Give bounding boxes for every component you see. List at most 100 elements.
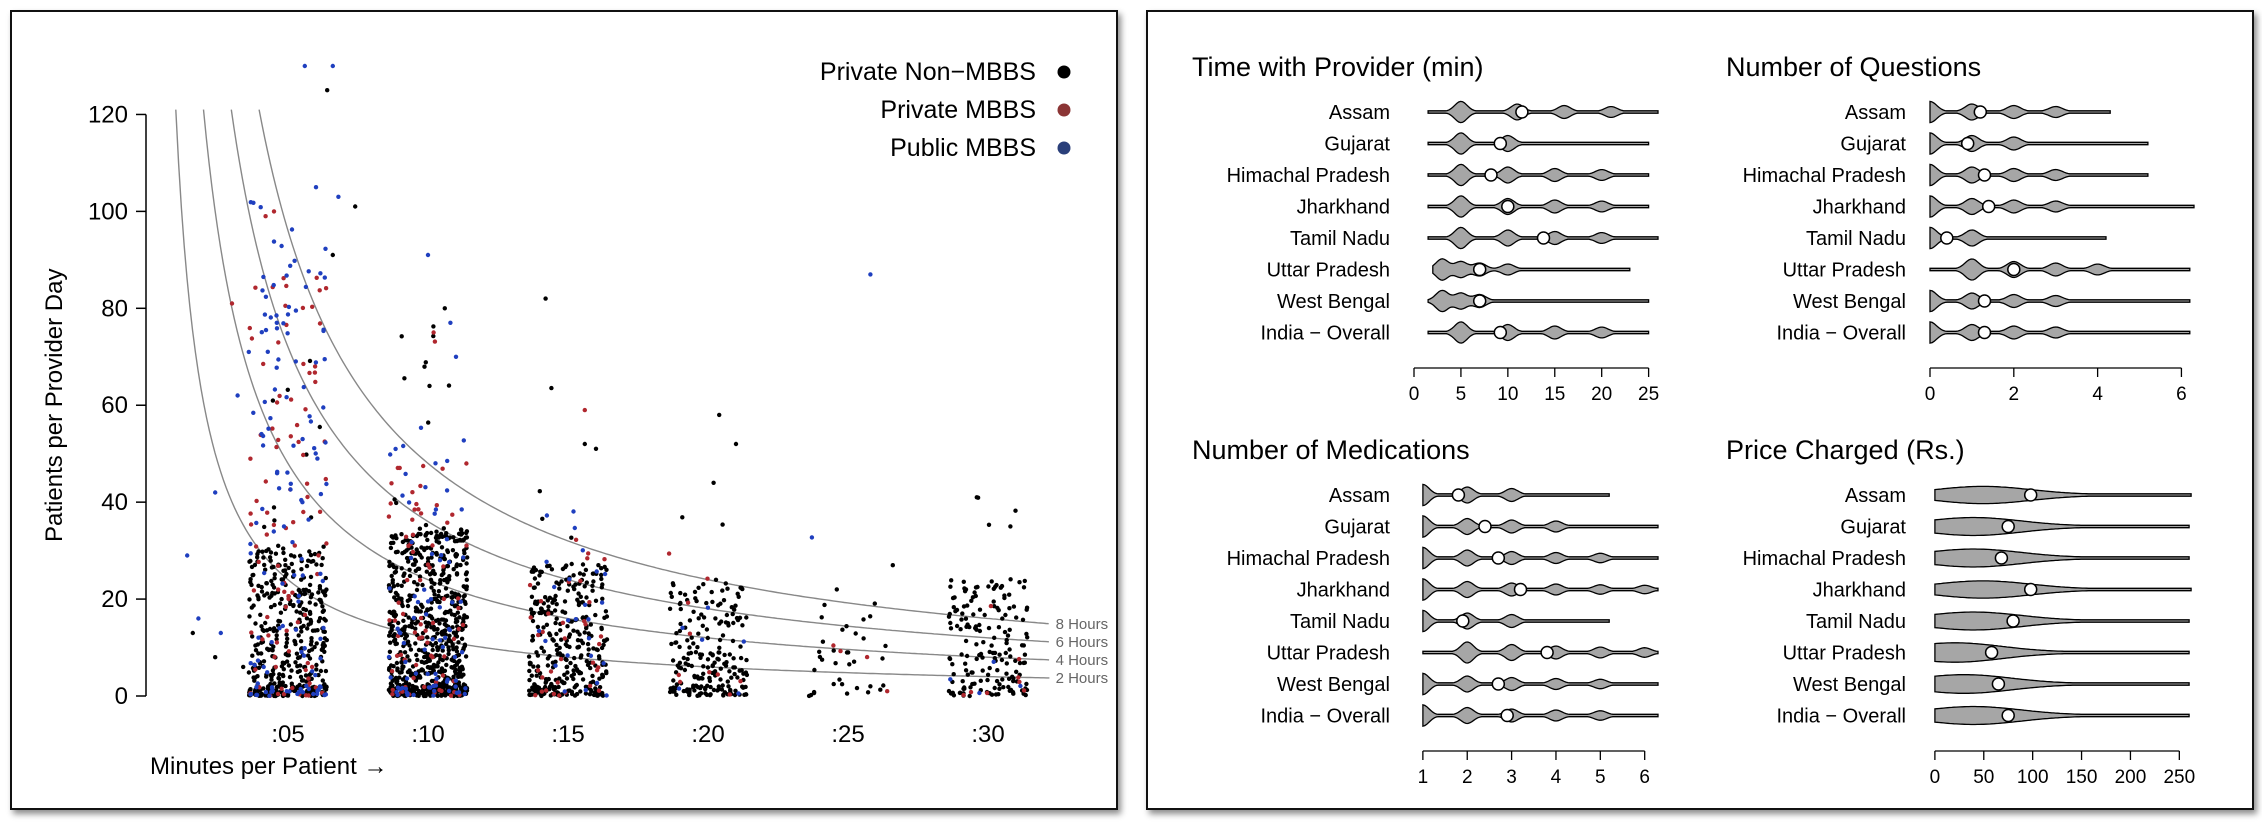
data-point <box>387 618 392 623</box>
data-point <box>600 582 605 587</box>
data-point <box>695 645 700 650</box>
data-point <box>274 684 280 690</box>
data-point <box>861 636 866 641</box>
data-point <box>822 602 827 608</box>
x-tick-label: :25 <box>831 721 864 748</box>
data-point <box>294 651 300 656</box>
category-label: West Bengal <box>1277 291 1390 313</box>
data-point <box>314 641 319 646</box>
data-point <box>437 638 443 643</box>
violin-chart-title: Number of Questions <box>1726 52 1981 82</box>
data-point <box>839 682 845 687</box>
data-point <box>431 693 436 698</box>
data-point <box>276 357 281 362</box>
data-point <box>440 466 445 471</box>
data-point <box>235 393 240 398</box>
violin-shape <box>1934 642 2190 663</box>
data-point <box>288 263 293 268</box>
data-point <box>544 513 550 518</box>
data-point <box>569 535 574 540</box>
data-point <box>537 489 542 494</box>
data-point <box>687 645 692 650</box>
data-point <box>433 507 439 512</box>
data-point <box>571 573 576 578</box>
data-point <box>1024 681 1029 687</box>
x-tick-label: 20 <box>1591 384 1612 405</box>
data-point <box>251 588 257 593</box>
data-point <box>271 522 277 528</box>
data-point <box>587 600 592 605</box>
data-point <box>556 684 561 690</box>
data-point <box>319 562 324 568</box>
data-point <box>565 618 571 623</box>
data-point <box>986 584 991 589</box>
category-label: West Bengal <box>1793 674 1906 696</box>
data-point <box>557 651 563 656</box>
data-point <box>676 672 681 678</box>
data-point <box>1000 616 1005 621</box>
data-point <box>398 652 404 657</box>
data-point <box>266 633 271 638</box>
data-point <box>998 585 1003 590</box>
category-label: India − Overall <box>1776 706 1906 728</box>
data-point <box>313 672 318 678</box>
x-tick-label: 150 <box>2066 767 2098 788</box>
data-point <box>820 639 826 644</box>
data-point <box>320 646 326 651</box>
data-point <box>301 678 306 683</box>
data-point <box>692 589 698 595</box>
data-point <box>451 636 457 642</box>
data-point <box>256 559 261 565</box>
data-point <box>440 534 445 539</box>
category-label: Himachal Pradesh <box>1743 165 1906 187</box>
data-point <box>307 549 312 554</box>
data-point <box>450 642 455 647</box>
data-point <box>994 678 1000 684</box>
data-point <box>291 603 296 609</box>
data-point <box>416 636 422 641</box>
data-point <box>265 614 270 620</box>
data-point <box>268 550 274 555</box>
data-point <box>1008 654 1013 659</box>
data-point <box>431 330 436 335</box>
data-point <box>558 628 563 633</box>
data-point <box>280 623 285 629</box>
data-point <box>406 615 411 620</box>
data-point <box>307 609 313 615</box>
mean-marker <box>1536 231 1551 245</box>
mean-marker <box>1940 231 1954 245</box>
data-point <box>541 625 546 630</box>
data-point <box>669 641 674 647</box>
mean-marker <box>2023 488 2038 502</box>
data-point <box>433 640 439 646</box>
legend-label: Private MBBS <box>880 96 1036 124</box>
data-point <box>250 573 255 578</box>
data-point <box>604 693 609 698</box>
data-point <box>301 361 306 367</box>
data-point <box>413 626 418 631</box>
data-point <box>414 652 419 658</box>
data-point <box>733 441 739 447</box>
data-point <box>741 639 746 644</box>
data-point <box>744 672 750 678</box>
mean-marker <box>1478 519 1492 534</box>
data-point <box>543 595 548 600</box>
data-point <box>287 674 293 680</box>
data-point <box>283 683 288 689</box>
data-point <box>272 602 277 608</box>
data-point <box>413 671 419 676</box>
category-label: Himachal Pradesh <box>1227 165 1390 187</box>
data-point <box>461 555 466 560</box>
category-label: Gujarat <box>1324 517 1390 539</box>
x-tick-label: 25 <box>1638 384 1659 405</box>
data-point <box>405 598 410 603</box>
mean-marker <box>1491 677 1506 691</box>
data-point <box>213 655 218 660</box>
data-point <box>681 655 686 661</box>
data-point <box>253 285 258 290</box>
data-point <box>425 252 431 258</box>
data-point <box>402 631 407 636</box>
data-point <box>991 599 996 604</box>
data-point <box>715 688 720 693</box>
mean-marker <box>1491 551 1506 565</box>
